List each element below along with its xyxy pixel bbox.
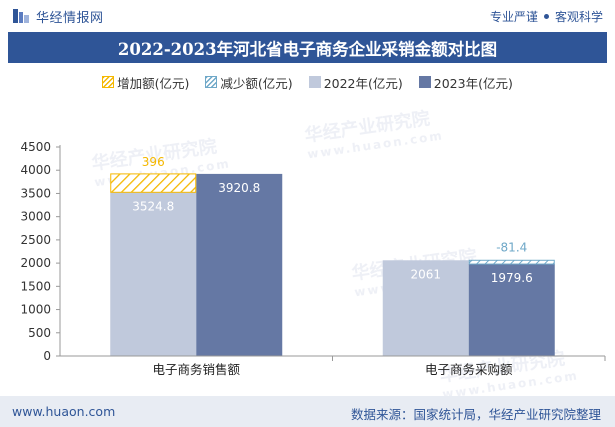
slogan-dot-icon xyxy=(543,14,549,19)
legend-swatch-2022 xyxy=(308,76,321,88)
legend-swatch-decrease xyxy=(205,76,218,88)
bar-2022 xyxy=(110,192,197,356)
y-tick-label: 4500 xyxy=(20,140,51,154)
chart-legend: 增加额(亿元) 减少额(亿元) 2022年(亿元) 2023年(亿元) xyxy=(0,73,615,91)
brand-logo-icon xyxy=(13,9,29,23)
legend-item-increase[interactable]: 增加额(亿元) xyxy=(102,73,189,91)
bar-2023 xyxy=(196,173,283,356)
chart-title: 2022-2023年河北省电子商务企业采销金额对比图 xyxy=(117,39,498,59)
y-tick-label: 500 xyxy=(28,326,51,340)
y-tick-label: 4000 xyxy=(20,163,51,177)
footer-source: 数据来源：国家统计局，华经产业研究院整理 xyxy=(350,407,601,422)
title-bar: 2022-2023年河北省电子商务企业采销金额对比图 xyxy=(8,32,607,63)
data-label-2023: 1979.6 xyxy=(491,271,533,285)
bar-series: 396 3524.8 3920.8 -81.4 2061 1979.6 xyxy=(110,155,555,356)
top-bar: 华经情报网 专业严谨 客观科学 xyxy=(0,0,615,31)
brand-name: 华经情报网 xyxy=(36,10,104,26)
y-tick-label: 1500 xyxy=(20,279,51,293)
bar-decrease xyxy=(468,259,555,265)
y-axis: 0 500 1000 1500 2000 2500 3000 3500 4000 4500 xyxy=(20,140,61,363)
legend-swatch-increase xyxy=(102,76,115,88)
y-tick-label: 1000 xyxy=(20,303,51,317)
footer: www.huaon.com 数据来源：国家统计局，华经产业研究院整理 xyxy=(0,396,615,427)
legend-item-2022[interactable]: 2022年(亿元) xyxy=(308,73,403,91)
x-axis: 电子商务销售额 电子商务采购额 xyxy=(60,355,606,377)
slogan-left: 专业严谨 xyxy=(489,10,538,24)
bar-2022 xyxy=(382,260,469,356)
legend-item-decrease[interactable]: 减少额(亿元) xyxy=(205,73,293,91)
x-tick-label: 电子商务采购额 xyxy=(425,362,513,377)
y-tick-label: 0 xyxy=(43,349,51,363)
legend-swatch-2023 xyxy=(418,76,431,88)
y-tick-label: 3000 xyxy=(20,210,51,224)
data-label-2022: 2061 xyxy=(410,267,441,281)
legend-item-2023[interactable]: 2023年(亿元) xyxy=(418,73,513,91)
bar-increase xyxy=(110,173,197,193)
footer-website-link[interactable]: www.huaon.com xyxy=(12,404,116,419)
y-tick-label: 2000 xyxy=(20,256,51,270)
slogan-right: 客观科学 xyxy=(554,10,603,24)
data-label-decrease: -81.4 xyxy=(496,240,527,254)
data-label-increase: 396 xyxy=(142,155,165,169)
legend-label-decrease: 减少额(亿元) xyxy=(220,75,293,91)
legend-label-2023: 2023年(亿元) xyxy=(433,75,513,91)
data-label-2023: 3920.8 xyxy=(218,181,260,195)
bar-chart: 0 500 1000 1500 2000 2500 3000 3500 4000 4500 396… xyxy=(20,140,606,377)
y-tick-label: 2500 xyxy=(20,233,51,247)
x-tick-label: 电子商务销售额 xyxy=(152,362,240,377)
legend-label-increase: 增加额(亿元) xyxy=(117,75,190,91)
brand[interactable]: 华经情报网 xyxy=(12,7,104,26)
bar-2023 xyxy=(468,264,555,356)
data-label-2022: 3524.8 xyxy=(132,199,174,213)
legend-label-2022: 2022年(亿元) xyxy=(323,75,403,91)
slogan: 专业严谨 客观科学 xyxy=(490,8,603,25)
y-tick-label: 3500 xyxy=(20,186,51,200)
